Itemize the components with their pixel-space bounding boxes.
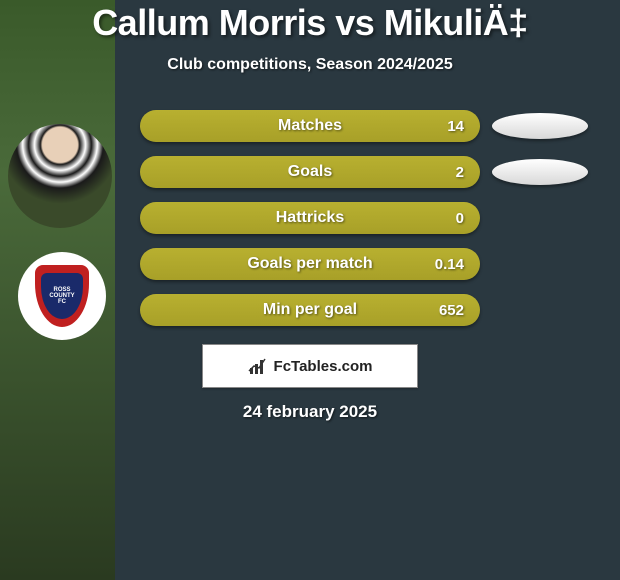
stat-pill: Goals per match 0.14 [140, 248, 480, 280]
stat-value: 2 [456, 164, 464, 181]
club-shield-inner: ROSS COUNTY FC [41, 273, 83, 319]
stat-row: Goals 2 [140, 156, 600, 188]
club-shield: ROSS COUNTY FC [35, 265, 89, 327]
page-title: Callum Morris vs MikuliÄ‡ [0, 2, 620, 44]
stat-value: 652 [439, 302, 464, 319]
stat-pill: Min per goal 652 [140, 294, 480, 326]
stat-value: 0.14 [435, 256, 464, 273]
date-text: 24 february 2025 [0, 402, 620, 422]
stat-pill: Goals 2 [140, 156, 480, 188]
stat-row: Min per goal 652 [140, 294, 600, 326]
stat-row: Hattricks 0 [140, 202, 600, 234]
stat-label: Matches [278, 117, 342, 135]
player-avatar [8, 124, 112, 228]
stat-label: Goals per match [247, 255, 372, 273]
bar-chart-icon [248, 356, 268, 376]
stat-pill: Matches 14 [140, 110, 480, 142]
stat-label: Hattricks [276, 209, 344, 227]
stat-label: Goals [288, 163, 332, 181]
page-subtitle: Club competitions, Season 2024/2025 [0, 56, 620, 74]
content-area: Callum Morris vs MikuliÄ‡ Club competiti… [0, 0, 620, 422]
stat-pill: Hattricks 0 [140, 202, 480, 234]
club-avatar: ROSS COUNTY FC [18, 252, 106, 340]
stat-value: 0 [456, 210, 464, 227]
avatars-column: ROSS COUNTY FC [8, 124, 112, 364]
stat-row: Matches 14 [140, 110, 600, 142]
stat-label: Min per goal [263, 301, 357, 319]
badge-text: FcTables.com [274, 358, 373, 375]
fctables-badge[interactable]: FcTables.com [202, 344, 418, 388]
stat-value: 14 [447, 118, 464, 135]
comparison-oval [492, 159, 588, 185]
stat-row: Goals per match 0.14 [140, 248, 600, 280]
club-text-bot: FC [58, 299, 66, 305]
comparison-oval [492, 113, 588, 139]
